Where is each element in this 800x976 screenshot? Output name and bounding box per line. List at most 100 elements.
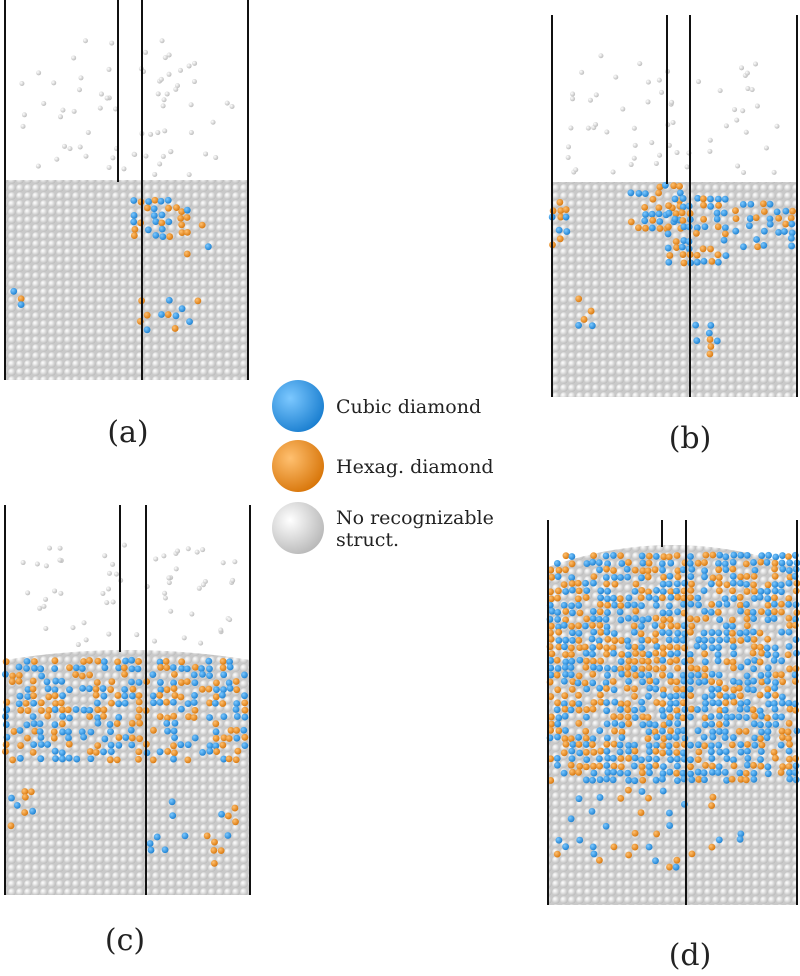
- structured-atom: [701, 693, 709, 701]
- structured-atom: [561, 663, 569, 671]
- structured-atom: [666, 616, 674, 623]
- structured-atom: [562, 658, 570, 666]
- structured-atom: [165, 204, 172, 212]
- structured-atom: [198, 221, 206, 229]
- structured-atom: [153, 833, 161, 841]
- free-atom: [162, 55, 168, 61]
- free-atom: [744, 70, 750, 76]
- structured-atom: [729, 734, 737, 741]
- structured-atom: [785, 600, 792, 608]
- structured-atom: [568, 580, 576, 587]
- free-atom: [43, 596, 49, 602]
- structured-atom: [199, 749, 206, 756]
- structured-atom: [170, 679, 177, 687]
- structured-atom: [721, 560, 729, 568]
- structured-atom: [667, 678, 675, 685]
- legend-label: Cubic diamond: [336, 396, 481, 418]
- structured-atom: [596, 684, 604, 692]
- structured-atom: [645, 755, 653, 763]
- structured-atom: [135, 706, 143, 714]
- structured-atom: [78, 665, 86, 672]
- free-atom: [674, 150, 680, 156]
- panels: [1, 0, 800, 905]
- structured-atom: [785, 699, 793, 707]
- structured-atom: [637, 630, 645, 638]
- free-atom: [656, 77, 662, 83]
- structured-atom: [172, 312, 180, 320]
- structured-atom: [611, 719, 619, 727]
- structured-atom: [589, 621, 596, 629]
- structured-atom: [624, 651, 632, 659]
- structured-atom: [624, 637, 631, 645]
- structured-atom: [744, 755, 752, 762]
- structured-atom: [756, 629, 764, 637]
- structured-atom: [667, 727, 674, 735]
- structured-atom: [568, 586, 576, 594]
- structured-atom: [602, 574, 610, 581]
- structured-atom: [777, 671, 785, 679]
- structured-atom: [582, 594, 590, 601]
- structured-atom: [674, 573, 682, 581]
- structured-atom: [94, 742, 102, 750]
- structured-atom: [743, 573, 751, 580]
- structured-atom: [144, 204, 151, 212]
- structured-atom: [79, 684, 87, 692]
- structured-atom: [604, 609, 611, 616]
- structured-atom: [659, 775, 666, 783]
- structured-atom: [730, 551, 738, 559]
- structured-atom: [735, 713, 743, 721]
- structured-atom: [645, 742, 653, 750]
- structured-atom: [555, 226, 563, 234]
- free-atom: [631, 155, 637, 161]
- structured-atom: [190, 671, 198, 679]
- free-atom: [200, 582, 206, 588]
- legend-swatch: [272, 380, 324, 432]
- structured-atom: [749, 649, 757, 657]
- structured-atom: [665, 719, 673, 727]
- structured-atom: [665, 636, 673, 644]
- structured-atom: [660, 691, 667, 699]
- structured-atom: [764, 581, 772, 589]
- free-atom: [106, 66, 112, 72]
- structured-atom: [700, 733, 708, 741]
- structured-atom: [604, 754, 612, 762]
- structured-atom: [567, 735, 575, 743]
- structured-atom: [597, 594, 605, 602]
- free-atom: [51, 80, 57, 86]
- structured-atom: [765, 721, 772, 728]
- structured-atom: [659, 787, 667, 795]
- structured-atom: [13, 801, 21, 809]
- structured-atom: [788, 229, 796, 237]
- structured-atom: [567, 664, 575, 671]
- free-atom: [106, 586, 112, 592]
- structured-atom: [764, 635, 772, 643]
- structured-atom: [583, 756, 591, 764]
- structured-atom: [128, 741, 136, 749]
- structured-atom: [694, 594, 702, 602]
- free-atom: [102, 553, 108, 559]
- structured-atom: [65, 740, 73, 748]
- structured-atom: [673, 244, 680, 251]
- structured-atom: [786, 665, 793, 673]
- structured-atom: [638, 788, 646, 795]
- structured-atom: [728, 616, 736, 624]
- free-atom: [52, 588, 58, 594]
- structured-atom: [708, 720, 716, 728]
- structured-atom: [750, 559, 757, 566]
- structured-atom: [562, 213, 570, 221]
- structured-atom: [219, 741, 227, 749]
- structured-atom: [743, 551, 751, 559]
- structured-atom: [16, 692, 24, 700]
- structured-atom: [641, 204, 649, 211]
- structured-atom: [560, 621, 568, 629]
- free-atom: [143, 153, 149, 159]
- structured-atom: [27, 788, 35, 796]
- free-atom: [76, 87, 82, 93]
- structured-atom: [575, 637, 583, 644]
- structured-atom: [595, 559, 603, 566]
- structured-atom: [688, 622, 696, 630]
- free-atom: [143, 49, 149, 55]
- structured-atom: [568, 629, 576, 637]
- structured-atom: [164, 311, 172, 318]
- structured-atom: [686, 651, 694, 658]
